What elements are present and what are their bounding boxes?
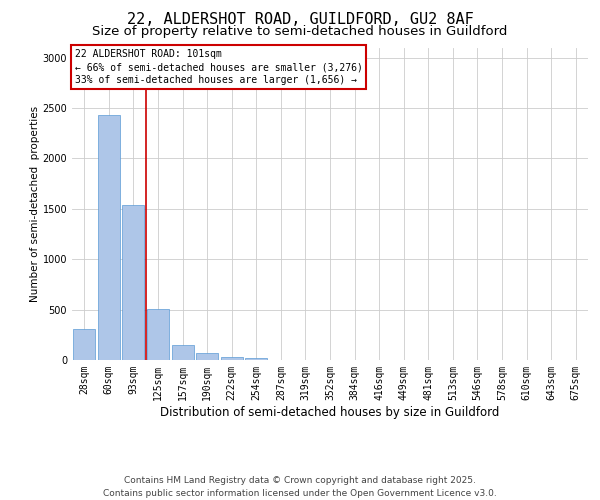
Bar [122, 205, 145, 360]
X-axis label: Distribution of semi-detached houses by size in Guildford: Distribution of semi-detached houses by … [160, 406, 500, 418]
Bar [221, 357, 243, 360]
Bar [147, 308, 169, 360]
Bar [98, 115, 120, 360]
Text: Contains HM Land Registry data © Crown copyright and database right 2025.
Contai: Contains HM Land Registry data © Crown c… [103, 476, 497, 498]
Bar [172, 346, 194, 360]
Text: 22, ALDERSHOT ROAD, GUILDFORD, GU2 8AF: 22, ALDERSHOT ROAD, GUILDFORD, GU2 8AF [127, 12, 473, 28]
Text: Size of property relative to semi-detached houses in Guildford: Size of property relative to semi-detach… [92, 25, 508, 38]
Bar [196, 354, 218, 360]
Text: 22 ALDERSHOT ROAD: 101sqm
← 66% of semi-detached houses are smaller (3,276)
33% : 22 ALDERSHOT ROAD: 101sqm ← 66% of semi-… [74, 49, 362, 86]
Bar [245, 358, 268, 360]
Y-axis label: Number of semi-detached  properties: Number of semi-detached properties [29, 106, 40, 302]
Bar [73, 329, 95, 360]
